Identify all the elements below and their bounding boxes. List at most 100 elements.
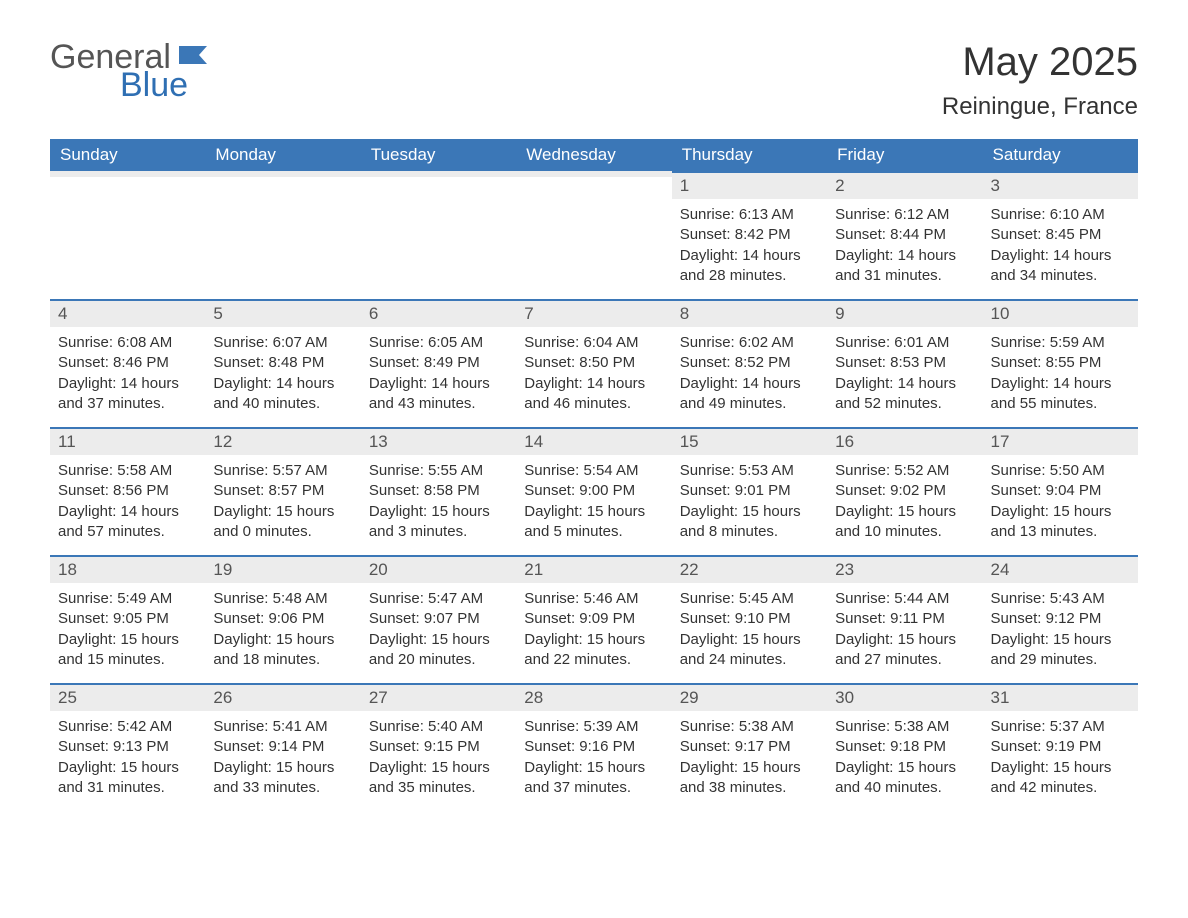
calendar-day-cell: 12Sunrise: 5:57 AMSunset: 8:57 PMDayligh… xyxy=(205,427,360,555)
calendar-day-cell: 30Sunrise: 5:38 AMSunset: 9:18 PMDayligh… xyxy=(827,683,982,802)
day-content: Sunrise: 5:46 AMSunset: 9:09 PMDaylight:… xyxy=(516,583,671,674)
title-month: May 2025 xyxy=(942,40,1138,85)
calendar-day-cell: 20Sunrise: 5:47 AMSunset: 9:07 PMDayligh… xyxy=(361,555,516,683)
day-content: Sunrise: 5:57 AMSunset: 8:57 PMDaylight:… xyxy=(205,455,360,546)
day-content: Sunrise: 5:43 AMSunset: 9:12 PMDaylight:… xyxy=(983,583,1138,674)
sunrise-text: Sunrise: 5:41 AM xyxy=(213,717,352,737)
calendar-day-cell xyxy=(361,171,516,299)
weekday-header: Sunday xyxy=(50,139,205,171)
daylight-text: Daylight: 15 hours and 29 minutes. xyxy=(991,630,1130,671)
daylight-text: Daylight: 14 hours and 40 minutes. xyxy=(213,374,352,415)
calendar-day-cell xyxy=(205,171,360,299)
daylight-text: Daylight: 15 hours and 0 minutes. xyxy=(213,502,352,543)
daylight-text: Daylight: 15 hours and 40 minutes. xyxy=(835,758,974,799)
day-content: Sunrise: 6:07 AMSunset: 8:48 PMDaylight:… xyxy=(205,327,360,418)
daylight-text: Daylight: 15 hours and 31 minutes. xyxy=(58,758,197,799)
day-content: Sunrise: 5:39 AMSunset: 9:16 PMDaylight:… xyxy=(516,711,671,802)
sunset-text: Sunset: 9:00 PM xyxy=(524,481,663,501)
sunset-text: Sunset: 9:11 PM xyxy=(835,609,974,629)
calendar-day-cell: 3Sunrise: 6:10 AMSunset: 8:45 PMDaylight… xyxy=(983,171,1138,299)
calendar-day-cell: 31Sunrise: 5:37 AMSunset: 9:19 PMDayligh… xyxy=(983,683,1138,802)
sunrise-text: Sunrise: 6:05 AM xyxy=(369,333,508,353)
calendar-day-cell: 1Sunrise: 6:13 AMSunset: 8:42 PMDaylight… xyxy=(672,171,827,299)
sunset-text: Sunset: 9:04 PM xyxy=(991,481,1130,501)
day-content: Sunrise: 6:10 AMSunset: 8:45 PMDaylight:… xyxy=(983,199,1138,290)
sunset-text: Sunset: 9:12 PM xyxy=(991,609,1130,629)
calendar-day-cell: 22Sunrise: 5:45 AMSunset: 9:10 PMDayligh… xyxy=(672,555,827,683)
sunset-text: Sunset: 8:42 PM xyxy=(680,225,819,245)
sunset-text: Sunset: 9:18 PM xyxy=(835,737,974,757)
sunrise-text: Sunrise: 6:02 AM xyxy=(680,333,819,353)
sunrise-text: Sunrise: 6:07 AM xyxy=(213,333,352,353)
calendar-day-cell: 26Sunrise: 5:41 AMSunset: 9:14 PMDayligh… xyxy=(205,683,360,802)
sunset-text: Sunset: 8:49 PM xyxy=(369,353,508,373)
day-number: 7 xyxy=(516,299,671,327)
sunrise-text: Sunrise: 5:59 AM xyxy=(991,333,1130,353)
day-number: 14 xyxy=(516,427,671,455)
day-content: Sunrise: 6:05 AMSunset: 8:49 PMDaylight:… xyxy=(361,327,516,418)
daylight-text: Daylight: 15 hours and 8 minutes. xyxy=(680,502,819,543)
daylight-text: Daylight: 15 hours and 13 minutes. xyxy=(991,502,1130,543)
day-content: Sunrise: 5:55 AMSunset: 8:58 PMDaylight:… xyxy=(361,455,516,546)
sunrise-text: Sunrise: 5:42 AM xyxy=(58,717,197,737)
daylight-text: Daylight: 14 hours and 55 minutes. xyxy=(991,374,1130,415)
day-content: Sunrise: 5:49 AMSunset: 9:05 PMDaylight:… xyxy=(50,583,205,674)
calendar-week-row: 1Sunrise: 6:13 AMSunset: 8:42 PMDaylight… xyxy=(50,171,1138,299)
sunrise-text: Sunrise: 6:04 AM xyxy=(524,333,663,353)
day-content: Sunrise: 5:59 AMSunset: 8:55 PMDaylight:… xyxy=(983,327,1138,418)
sunrise-text: Sunrise: 6:01 AM xyxy=(835,333,974,353)
day-content: Sunrise: 6:04 AMSunset: 8:50 PMDaylight:… xyxy=(516,327,671,418)
day-number: 2 xyxy=(827,171,982,199)
day-number: 13 xyxy=(361,427,516,455)
daylight-text: Daylight: 15 hours and 42 minutes. xyxy=(991,758,1130,799)
sunrise-text: Sunrise: 5:58 AM xyxy=(58,461,197,481)
day-number: 23 xyxy=(827,555,982,583)
calendar-page: General Blue May 2025 Reiningue, France … xyxy=(0,0,1188,918)
calendar-day-cell: 19Sunrise: 5:48 AMSunset: 9:06 PMDayligh… xyxy=(205,555,360,683)
sunrise-text: Sunrise: 5:55 AM xyxy=(369,461,508,481)
day-number: 16 xyxy=(827,427,982,455)
sunrise-text: Sunrise: 5:54 AM xyxy=(524,461,663,481)
day-content: Sunrise: 5:47 AMSunset: 9:07 PMDaylight:… xyxy=(361,583,516,674)
day-content: Sunrise: 5:37 AMSunset: 9:19 PMDaylight:… xyxy=(983,711,1138,802)
day-number: 10 xyxy=(983,299,1138,327)
daylight-text: Daylight: 14 hours and 34 minutes. xyxy=(991,246,1130,287)
day-number: 24 xyxy=(983,555,1138,583)
calendar-day-cell: 13Sunrise: 5:55 AMSunset: 8:58 PMDayligh… xyxy=(361,427,516,555)
calendar-day-cell xyxy=(50,171,205,299)
calendar-day-cell: 11Sunrise: 5:58 AMSunset: 8:56 PMDayligh… xyxy=(50,427,205,555)
flag-icon xyxy=(179,40,213,69)
daylight-text: Daylight: 14 hours and 57 minutes. xyxy=(58,502,197,543)
daylight-text: Daylight: 14 hours and 31 minutes. xyxy=(835,246,974,287)
weekday-header: Wednesday xyxy=(516,139,671,171)
day-number: 21 xyxy=(516,555,671,583)
day-content: Sunrise: 5:52 AMSunset: 9:02 PMDaylight:… xyxy=(827,455,982,546)
sunset-text: Sunset: 8:53 PM xyxy=(835,353,974,373)
daylight-text: Daylight: 15 hours and 33 minutes. xyxy=(213,758,352,799)
day-number: 8 xyxy=(672,299,827,327)
calendar-day-cell: 27Sunrise: 5:40 AMSunset: 9:15 PMDayligh… xyxy=(361,683,516,802)
daylight-text: Daylight: 14 hours and 28 minutes. xyxy=(680,246,819,287)
daylight-text: Daylight: 15 hours and 24 minutes. xyxy=(680,630,819,671)
sunset-text: Sunset: 8:58 PM xyxy=(369,481,508,501)
sunset-text: Sunset: 9:16 PM xyxy=(524,737,663,757)
day-content: Sunrise: 6:08 AMSunset: 8:46 PMDaylight:… xyxy=(50,327,205,418)
day-number xyxy=(361,171,516,177)
day-content: Sunrise: 6:13 AMSunset: 8:42 PMDaylight:… xyxy=(672,199,827,290)
daylight-text: Daylight: 15 hours and 15 minutes. xyxy=(58,630,197,671)
sunrise-text: Sunrise: 5:49 AM xyxy=(58,589,197,609)
daylight-text: Daylight: 14 hours and 49 minutes. xyxy=(680,374,819,415)
sunset-text: Sunset: 9:05 PM xyxy=(58,609,197,629)
calendar-day-cell: 6Sunrise: 6:05 AMSunset: 8:49 PMDaylight… xyxy=(361,299,516,427)
sunset-text: Sunset: 8:46 PM xyxy=(58,353,197,373)
calendar-day-cell: 14Sunrise: 5:54 AMSunset: 9:00 PMDayligh… xyxy=(516,427,671,555)
day-content: Sunrise: 5:45 AMSunset: 9:10 PMDaylight:… xyxy=(672,583,827,674)
calendar-table: Sunday Monday Tuesday Wednesday Thursday… xyxy=(50,139,1138,802)
calendar-day-cell: 25Sunrise: 5:42 AMSunset: 9:13 PMDayligh… xyxy=(50,683,205,802)
calendar-day-cell: 23Sunrise: 5:44 AMSunset: 9:11 PMDayligh… xyxy=(827,555,982,683)
calendar-week-row: 4Sunrise: 6:08 AMSunset: 8:46 PMDaylight… xyxy=(50,299,1138,427)
day-number: 20 xyxy=(361,555,516,583)
sunset-text: Sunset: 8:45 PM xyxy=(991,225,1130,245)
sunrise-text: Sunrise: 5:57 AM xyxy=(213,461,352,481)
logo-text-blue: Blue xyxy=(120,68,213,102)
